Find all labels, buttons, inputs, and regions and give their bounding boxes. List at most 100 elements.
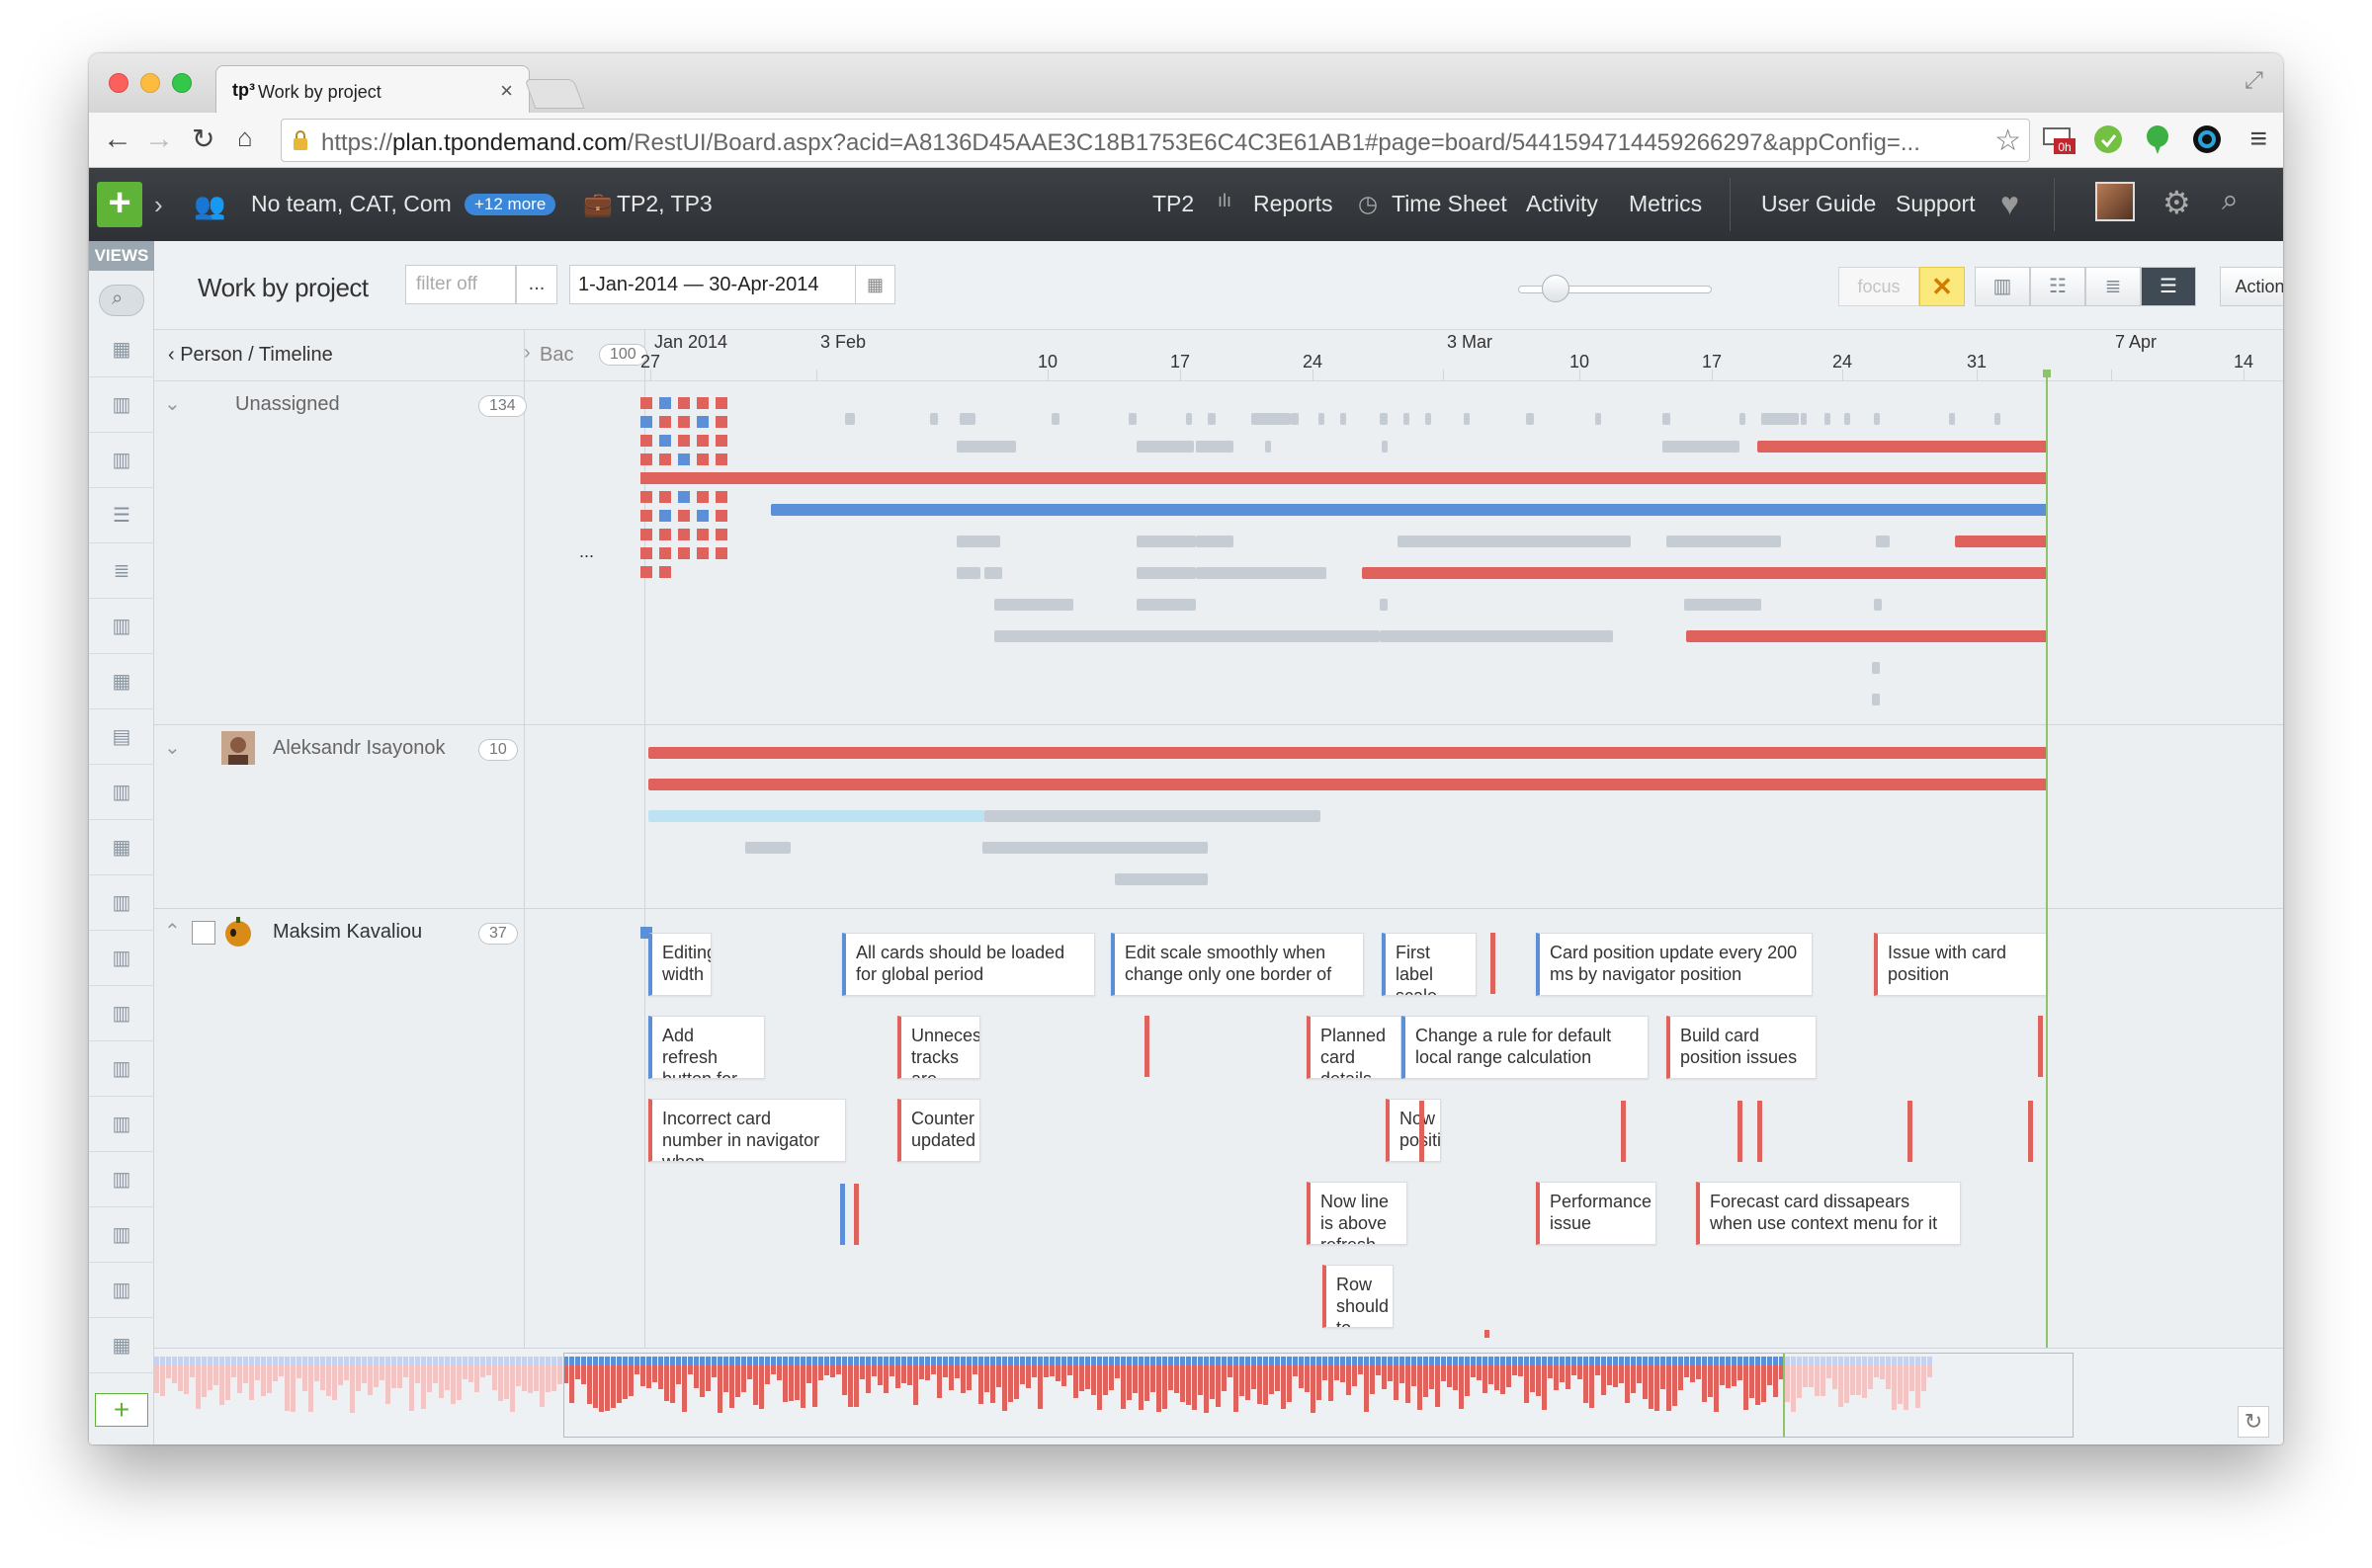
backlog-card[interactable]	[697, 547, 709, 559]
work-card[interactable]: Counter updated	[897, 1099, 980, 1162]
evernote-extension-icon[interactable]	[2091, 123, 2125, 156]
work-card[interactable]: Change a rule for default local range ca…	[1401, 1016, 1649, 1079]
new-tab-button[interactable]	[524, 79, 585, 109]
backlog-card[interactable]	[697, 397, 709, 409]
work-card[interactable]: Now line is above refresh	[1307, 1182, 1407, 1245]
view-item-timeline[interactable]: ☰	[89, 488, 154, 543]
lane-select-checkbox[interactable]	[192, 921, 215, 945]
timeline-bar[interactable]	[1291, 413, 1299, 425]
timeline-bar[interactable]	[1186, 413, 1192, 425]
timeline-bar[interactable]	[1398, 536, 1631, 547]
backlog-card[interactable]	[659, 566, 671, 578]
view-item[interactable]: ▥	[89, 1097, 154, 1152]
timeline-bar[interactable]	[1208, 413, 1216, 425]
backlog-card[interactable]	[678, 454, 690, 465]
work-card-collapsed[interactable]	[1490, 933, 1495, 994]
timeline-bar[interactable]	[1464, 413, 1470, 425]
timeline-bar[interactable]	[648, 810, 984, 822]
backlog-card[interactable]	[697, 510, 709, 522]
backlog-card[interactable]	[640, 416, 652, 428]
backlog-card[interactable]	[659, 529, 671, 540]
user-avatar[interactable]	[2095, 182, 2135, 221]
backlog-card[interactable]	[659, 435, 671, 447]
url-field[interactable]: https://plan.tpondemand.com/RestUI/Board…	[281, 119, 2030, 162]
view-item[interactable]: ▥	[89, 875, 154, 931]
backlog-card[interactable]	[659, 454, 671, 465]
backlog-card[interactable]	[659, 397, 671, 409]
timeline-bar[interactable]	[1251, 413, 1291, 425]
view-item[interactable]: ▦	[89, 820, 154, 875]
nav-user-guide[interactable]: User Guide	[1761, 191, 1877, 216]
timeline-bar[interactable]	[1595, 413, 1601, 425]
nav-activity[interactable]: Activity	[1526, 191, 1598, 216]
backlog-card[interactable]	[697, 454, 709, 465]
work-card-collapsed[interactable]	[840, 1184, 845, 1245]
details-view-button[interactable]: ☷	[2030, 267, 2085, 306]
timeline-bar[interactable]	[648, 472, 2048, 484]
backlog-card[interactable]	[716, 547, 727, 559]
backlog-card[interactable]	[678, 491, 690, 503]
navigator-window[interactable]	[563, 1353, 2074, 1438]
timeline-bar[interactable]	[1761, 413, 1799, 425]
timeline-bar[interactable]	[1684, 599, 1761, 611]
view-item[interactable]: ▥	[89, 1152, 154, 1207]
clear-focus-button[interactable]: ✕	[1919, 267, 1965, 306]
timeline-bar[interactable]	[1666, 536, 1781, 547]
work-card[interactable]: Performance issue	[1536, 1182, 1656, 1245]
timeline-bar[interactable]	[994, 599, 1073, 611]
search-icon[interactable]: ⌕	[2222, 184, 2239, 216]
record-extension-icon[interactable]	[2190, 123, 2224, 156]
work-card[interactable]: All cards should be loaded for global pe…	[842, 933, 1095, 996]
collapse-lane-icon[interactable]: ⌃	[164, 921, 181, 943]
date-range-input[interactable]: 1-Jan-2014 — 30-Apr-2014 ▦	[569, 265, 895, 304]
view-item[interactable]: ▦	[89, 654, 154, 709]
timeline-bar[interactable]	[1662, 441, 1739, 453]
backlog-card[interactable]	[640, 547, 652, 559]
timeline-bar[interactable]	[1137, 599, 1196, 611]
browser-tab[interactable]: tp³ Work by project ×	[215, 65, 530, 115]
timeline-bar[interactable]	[930, 413, 938, 425]
filter-input[interactable]: filter off	[405, 265, 516, 304]
refresh-icon[interactable]: ↻	[2238, 1406, 2269, 1438]
work-card-collapsed[interactable]	[2038, 1016, 2043, 1077]
timeline-bar[interactable]	[957, 441, 1016, 453]
collapse-lane-icon[interactable]: ⌄	[164, 737, 181, 759]
window-maximize-button[interactable]	[172, 73, 192, 93]
timeline-bar[interactable]	[1265, 441, 1271, 453]
timeline-bar[interactable]	[1380, 599, 1388, 611]
view-item[interactable]: ▥	[89, 765, 154, 820]
more-badge[interactable]: +12 more	[465, 194, 556, 215]
fullscreen-icon[interactable]: ⤢	[2244, 67, 2263, 94]
timeline-bar[interactable]	[1757, 441, 2048, 453]
reload-icon[interactable]: ↻	[192, 124, 215, 154]
timeline-bar[interactable]	[648, 779, 2048, 790]
timeline-bar[interactable]	[1052, 413, 1059, 425]
backlog-card[interactable]	[678, 397, 690, 409]
timeline-bar[interactable]	[1994, 413, 2000, 425]
work-card[interactable]: Forecast card dissapears when use contex…	[1696, 1182, 1961, 1245]
timeline-bar[interactable]	[982, 842, 1208, 854]
work-card-collapsed[interactable]	[1144, 1016, 1149, 1077]
view-item[interactable]: ▥	[89, 1263, 154, 1318]
window-close-button[interactable]	[109, 73, 128, 93]
timeline-bar[interactable]	[1801, 413, 1807, 425]
backlog-card[interactable]	[640, 566, 652, 578]
timeline-bar[interactable]	[1872, 662, 1880, 674]
work-card[interactable]: Unnecessary tracks are	[897, 1016, 980, 1079]
view-item[interactable]: ▤	[89, 709, 154, 765]
view-item[interactable]: ▥	[89, 1041, 154, 1097]
list-view-button[interactable]: ≣	[2085, 267, 2141, 306]
view-item-list[interactable]: ≣	[89, 543, 154, 599]
zoom-slider-track[interactable]	[1518, 286, 1712, 293]
view-item[interactable]: ▦	[89, 322, 154, 377]
work-card[interactable]: Add refresh button for	[648, 1016, 765, 1079]
project-selector[interactable]: TP2, TP3	[617, 191, 713, 216]
nav-support[interactable]: Support	[1896, 191, 1976, 216]
backlog-card[interactable]	[659, 547, 671, 559]
backlog-card[interactable]	[678, 510, 690, 522]
backlog-card[interactable]	[697, 435, 709, 447]
work-card[interactable]: First label scale should	[1382, 933, 1477, 996]
home-icon[interactable]: ⌂	[237, 123, 253, 152]
add-entity-button[interactable]: +	[97, 182, 142, 227]
timeline-bar[interactable]	[994, 630, 1380, 642]
